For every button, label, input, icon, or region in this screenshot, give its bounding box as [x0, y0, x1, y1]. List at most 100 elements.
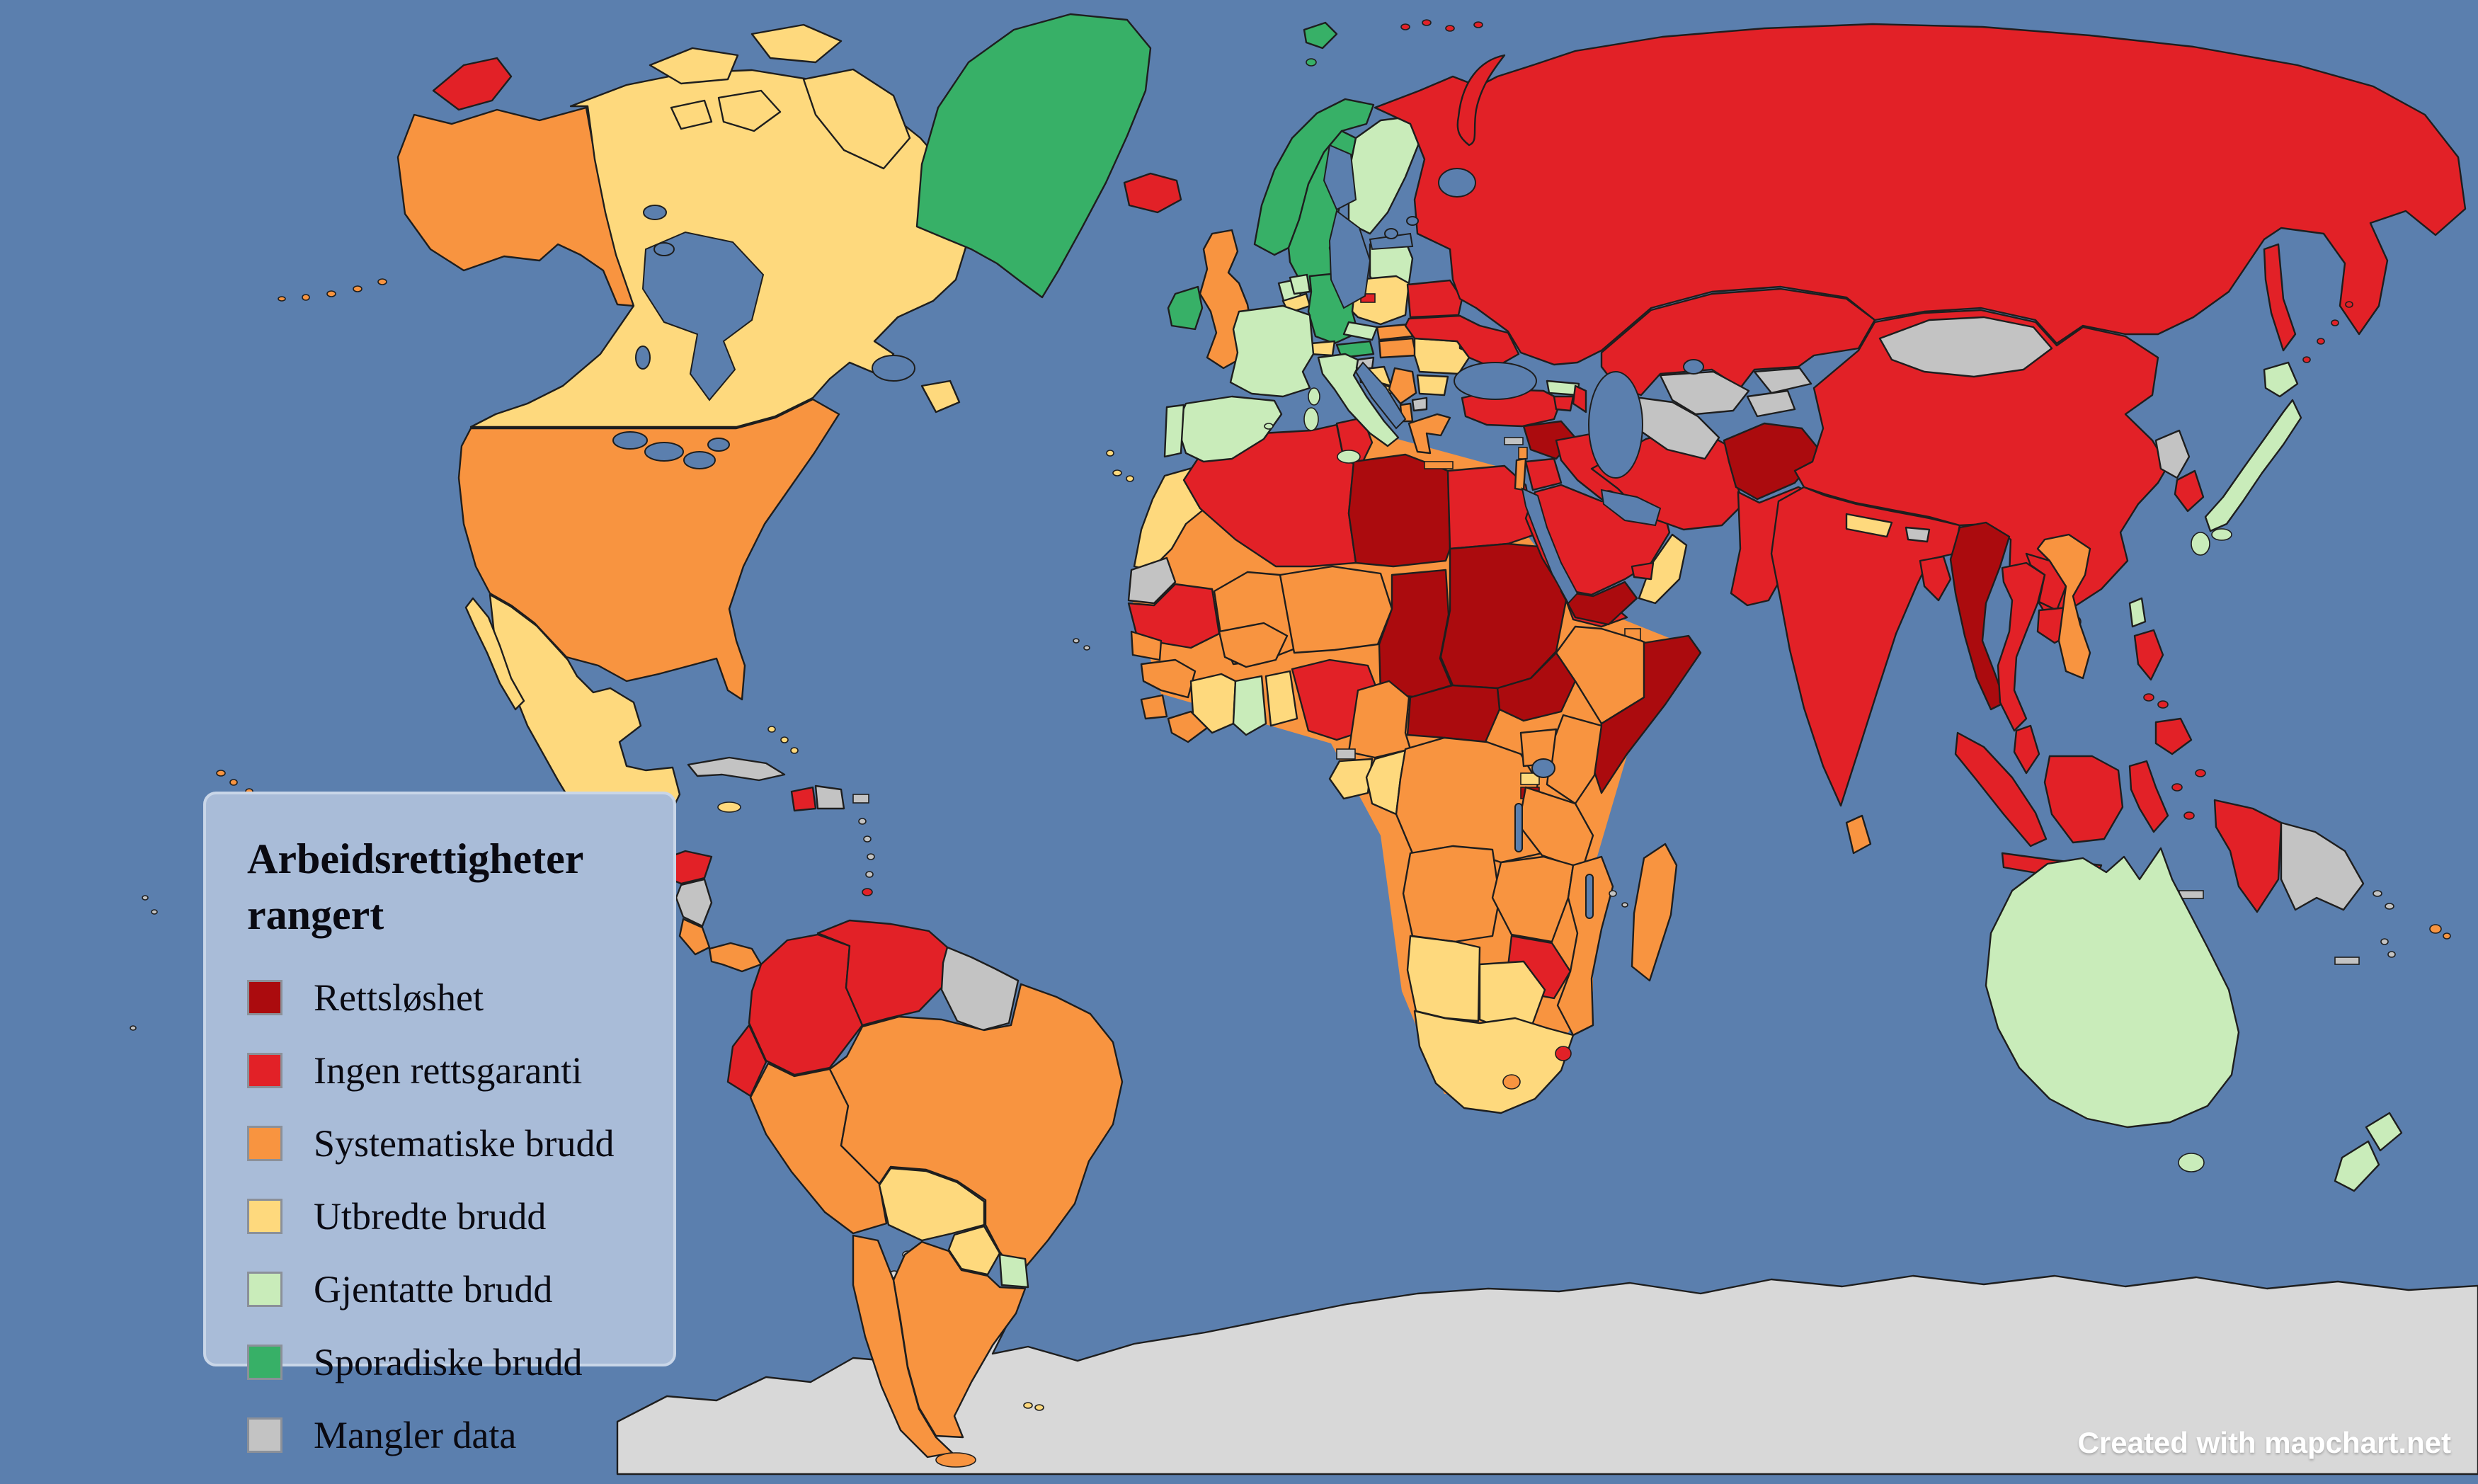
- swatch-red-icon: [247, 1053, 282, 1089]
- country-rwanda: [1520, 772, 1540, 785]
- legend-item-utbredte-brudd: Utbredte brudd: [247, 1194, 645, 1238]
- moluccas: [2171, 783, 2183, 792]
- pacific-islands: [151, 909, 158, 915]
- country-namibia: [1406, 935, 1481, 1022]
- country-nicaragua: [675, 878, 713, 928]
- country-eswatini: [1555, 1046, 1572, 1061]
- country-bangladesh: [1919, 555, 1952, 602]
- legend-label: Mangler data: [314, 1414, 517, 1457]
- falkland-islands: [1034, 1404, 1044, 1411]
- country-papua-new-guinea: [2280, 821, 2365, 911]
- legend-label: Systematiske brudd: [314, 1122, 615, 1165]
- country-south-sudan: [1496, 651, 1577, 722]
- country-sierra-leone: [1140, 694, 1168, 720]
- svalbard: [1303, 21, 1338, 50]
- solomon-islands: [2373, 890, 2382, 897]
- legend-title-line1: Arbeidsrettigheter: [247, 835, 584, 882]
- franz-josef-land: [1473, 21, 1483, 28]
- legend-item-sporadiske-brudd: Sporadiske brudd: [247, 1340, 645, 1384]
- country-panama: [708, 942, 763, 973]
- baja-california: [464, 597, 525, 711]
- togo-benin: [1264, 670, 1298, 727]
- great-lakes: [683, 451, 716, 469]
- vanuatu: [2380, 938, 2389, 945]
- country-yemen: [1560, 581, 1638, 626]
- swatch-light-green-icon: [247, 1272, 282, 1308]
- country-japan-hokkaido: [2263, 361, 2299, 398]
- gulf-of-bothnia: [1323, 144, 1357, 211]
- aleutian-islands: [353, 285, 362, 292]
- lesser-antilles: [863, 835, 872, 843]
- solomon-islands: [2385, 903, 2394, 910]
- country-haiti: [790, 786, 817, 812]
- equatorial-guinea: [1336, 748, 1356, 760]
- falkland-islands: [1023, 1402, 1033, 1409]
- country-vietnam: [2036, 533, 2091, 680]
- great-lakes: [707, 438, 730, 452]
- comoros: [1609, 890, 1617, 897]
- bahamas: [790, 747, 799, 754]
- legend-label: Rettsløshet: [314, 976, 484, 1020]
- borneo: [2043, 755, 2124, 844]
- bahamas: [780, 736, 789, 743]
- crete: [1424, 461, 1454, 469]
- canary-islands: [1112, 469, 1122, 476]
- country-japan-shikoku: [2211, 528, 2232, 541]
- country-greenland: [915, 13, 1152, 299]
- kuril-islands: [2331, 319, 2339, 326]
- swatch-orange-icon: [247, 1126, 282, 1162]
- fiji: [2443, 932, 2451, 940]
- svalbard: [1306, 58, 1317, 67]
- country-hungary: [1378, 337, 1417, 359]
- swatch-gray-icon: [247, 1417, 282, 1454]
- cyprus: [1504, 437, 1524, 445]
- pacific-islands: [130, 1025, 137, 1031]
- gulf-of-st-lawrence: [872, 355, 915, 382]
- country-thailand: [1997, 561, 2046, 732]
- lesser-antilles: [858, 818, 867, 825]
- country-brazil: [828, 983, 1124, 1277]
- lake-winnipeg: [635, 346, 651, 370]
- country-mongolia: [1878, 316, 2053, 378]
- country-guinea: [1140, 658, 1197, 699]
- legend-item-ingen-rettsgaranti: Ingen rettsgaranti: [247, 1049, 645, 1092]
- puerto-rico: [852, 794, 869, 804]
- tierra-del-fuego: [935, 1452, 976, 1468]
- country-afghanistan: [1723, 422, 1822, 501]
- country-bhutan: [1905, 526, 1931, 543]
- lake-victoria: [1531, 758, 1555, 778]
- great-lakes: [644, 442, 684, 462]
- philippines-luzon: [2133, 629, 2164, 681]
- country-sri-lanka: [1845, 814, 1872, 855]
- cape-verde: [1073, 638, 1080, 644]
- country-uruguay: [998, 1253, 1029, 1289]
- aleutian-islands: [326, 290, 336, 297]
- country-south-africa: [1413, 1010, 1575, 1114]
- philippines-visayas: [2157, 700, 2169, 709]
- franz-josef-land: [1422, 19, 1432, 26]
- country-cuba: [687, 756, 786, 782]
- legend-item-rettsloshet: Rettsløshet: [247, 976, 645, 1020]
- canadian-arctic-islands: [670, 99, 713, 130]
- country-western-sahara: [1127, 556, 1177, 605]
- country-czechia: [1342, 321, 1378, 341]
- sardinia: [1303, 407, 1319, 431]
- country-azerbaijan: [1572, 384, 1587, 413]
- lake-malawi: [1585, 874, 1594, 919]
- new-caledonia: [2334, 957, 2360, 965]
- adriatic-sea: [1354, 361, 1407, 430]
- timor: [2179, 890, 2204, 899]
- lake-tanganyika: [1514, 803, 1523, 852]
- country-somalia: [1590, 634, 1702, 794]
- baffin-island: [802, 68, 911, 170]
- country-russia: [1374, 23, 2467, 366]
- country-niger: [1279, 565, 1393, 654]
- legend-label: Ingen rettsgaranti: [314, 1049, 583, 1092]
- kuril-islands: [2345, 301, 2353, 308]
- persian-gulf: [1600, 489, 1662, 527]
- franz-josef-land: [1400, 23, 1410, 30]
- country-uzbekistan: [1659, 370, 1750, 416]
- country-central-african-republic: [1406, 684, 1501, 743]
- country-australia: [1985, 847, 2240, 1129]
